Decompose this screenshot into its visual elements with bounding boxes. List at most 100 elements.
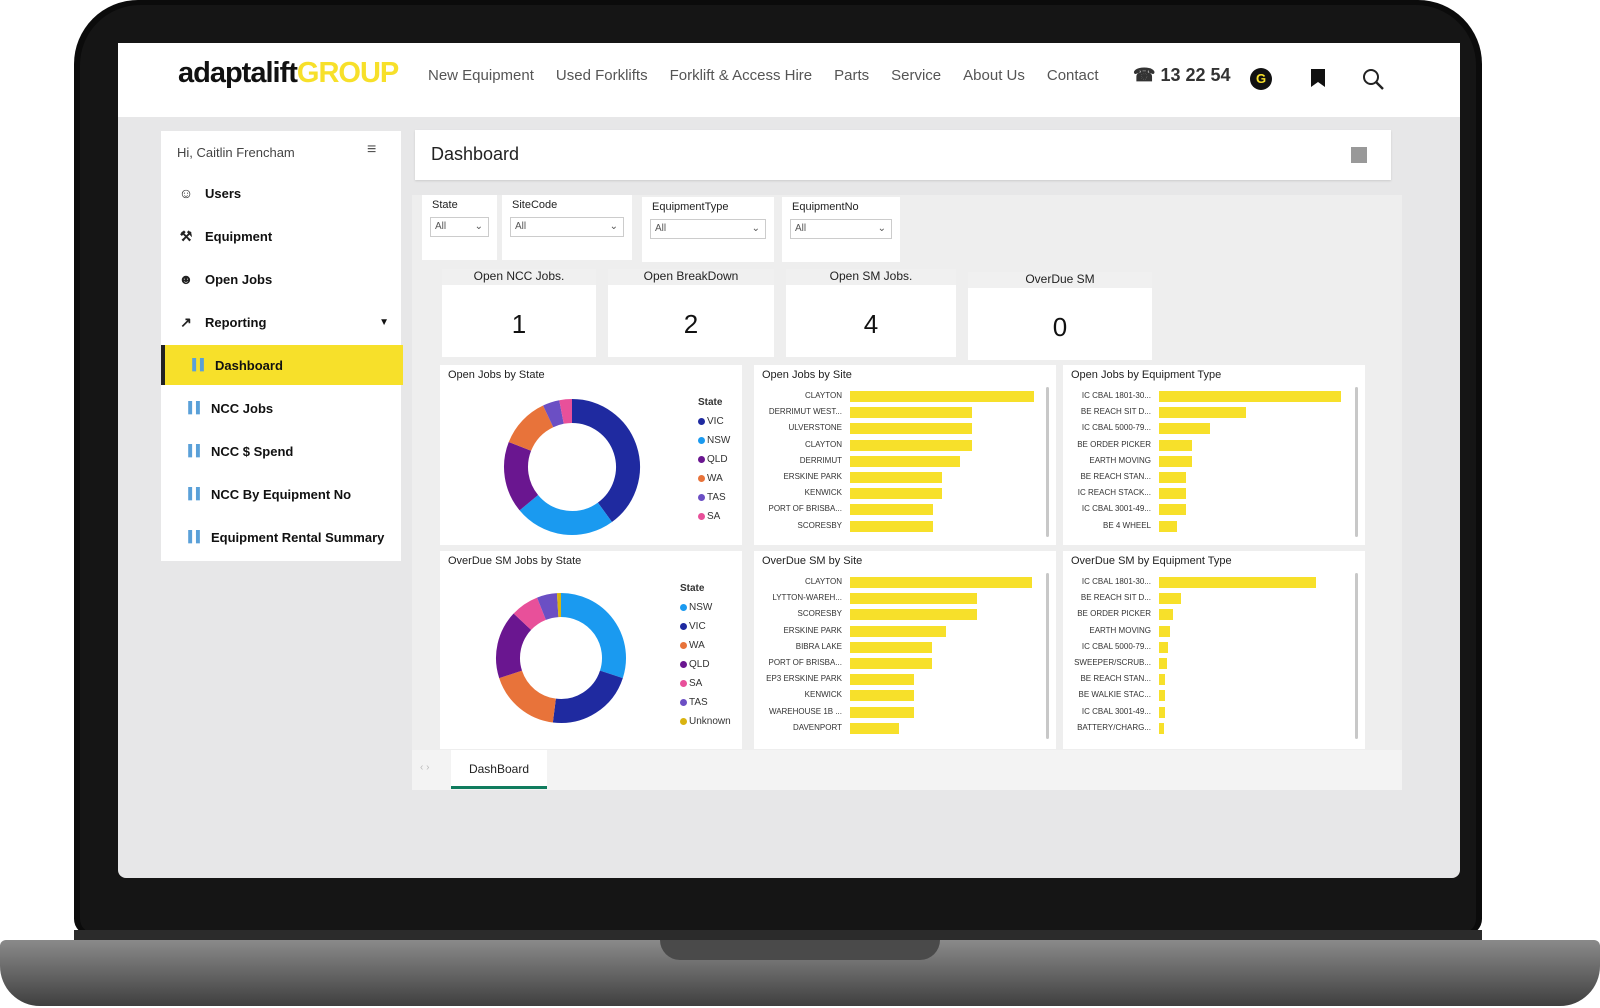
legend-item-qld[interactable]: QLD — [698, 450, 730, 469]
kpi-open-ncc-jobs[interactable]: Open NCC Jobs. 1 — [442, 269, 596, 357]
phone-link[interactable]: ☎ 13 22 54 — [1133, 65, 1231, 86]
brand-logo[interactable]: adaptaliftGROUP — [178, 57, 399, 90]
bar[interactable] — [850, 593, 978, 605]
bar[interactable] — [1159, 488, 1187, 500]
bar[interactable] — [850, 625, 947, 637]
bar[interactable] — [850, 488, 942, 500]
google-badge-icon[interactable]: G — [1250, 68, 1272, 90]
legend-item-sa[interactable]: SA — [698, 507, 730, 526]
chart-scrollbar[interactable] — [1355, 573, 1358, 739]
legend-item-wa[interactable]: WA — [698, 469, 730, 488]
bar-row[interactable]: IC CBAL 3001-49... — [1071, 502, 1351, 518]
bar-row[interactable]: DERRIMUT — [762, 454, 1042, 470]
bar-row[interactable]: IC CBAL 1801-30... — [1071, 575, 1351, 591]
bar[interactable] — [850, 658, 932, 669]
bar[interactable] — [1159, 407, 1247, 419]
chart-overdue-sm-by-site[interactable]: OverDue SM by Site CLAYTON LYTTON-WAREH..… — [754, 551, 1056, 749]
chart-overdue-sm-by-equipment-type[interactable]: OverDue SM by Equipment Type IC CBAL 180… — [1063, 551, 1365, 749]
bar[interactable] — [850, 391, 1034, 402]
donut-slice-tas[interactable] — [543, 400, 565, 428]
bar-row[interactable]: IC CBAL 5000-79... — [1071, 640, 1351, 656]
bar[interactable] — [1159, 625, 1170, 637]
bar-row[interactable]: BE 4 WHEEL — [1071, 519, 1351, 535]
sidebar-item-dashboard[interactable]: ▐▐ Dashboard — [161, 345, 403, 385]
sidebar-item-equipment-rental-summary[interactable]: ▐▐ Equipment Rental Summary — [161, 517, 399, 557]
donut-slice-tas[interactable] — [537, 593, 559, 621]
bar-row[interactable]: IC CBAL 1801-30... — [1071, 389, 1351, 405]
bar[interactable] — [1159, 520, 1178, 532]
bar[interactable] — [850, 407, 972, 419]
chart-open-jobs-by-site[interactable]: Open Jobs by Site CLAYTON DERRIMUT WEST..… — [754, 365, 1056, 545]
chart-overdue-sm-jobs-by-state[interactable]: OverDue SM Jobs by State State NSW VIC WA QL… — [440, 551, 742, 749]
bar[interactable] — [1159, 609, 1174, 621]
bar-row[interactable]: ULVERSTONE — [762, 421, 1042, 437]
sidebar-item-ncc-spend[interactable]: ▐▐ NCC $ Spend — [161, 431, 399, 471]
nav-about-us[interactable]: About Us — [963, 67, 1025, 84]
bar-row[interactable]: LYTTON-WAREH... — [762, 591, 1042, 607]
legend-item-nsw[interactable]: NSW — [680, 598, 731, 617]
bar[interactable] — [1159, 391, 1341, 402]
bar-row[interactable]: BE WALKIE STAC... — [1071, 688, 1351, 704]
legend-item-vic[interactable]: VIC — [680, 617, 731, 636]
kpi-overdue-sm[interactable]: OverDue SM 0 — [968, 272, 1152, 360]
legend-item-sa[interactable]: SA — [680, 674, 731, 693]
bar[interactable] — [850, 423, 972, 435]
tab-scroll-arrows-icon[interactable]: ‹ › — [420, 762, 430, 773]
bar-row[interactable]: ERSKINE PARK — [762, 470, 1042, 486]
nav-service[interactable]: Service — [891, 67, 942, 84]
chart-scrollbar[interactable] — [1046, 573, 1049, 739]
legend-item-qld[interactable]: QLD — [680, 655, 731, 674]
bar-row[interactable]: BIBRA LAKE — [762, 640, 1042, 656]
legend-item-tas[interactable]: TAS — [698, 488, 730, 507]
bar[interactable] — [850, 455, 961, 467]
bar[interactable] — [1159, 690, 1166, 702]
search-icon[interactable] — [1361, 67, 1385, 91]
sidebar-item-ncc-by-equipment-no[interactable]: ▐▐ NCC By Equipment No — [161, 474, 399, 514]
bar[interactable] — [850, 520, 933, 532]
legend-item-tas[interactable]: TAS — [680, 693, 731, 712]
bar[interactable] — [1159, 706, 1166, 718]
fullscreen-icon[interactable] — [1351, 147, 1367, 163]
bar-row[interactable]: EARTH MOVING — [1071, 454, 1351, 470]
bar-row[interactable]: BE REACH SIT D... — [1071, 591, 1351, 607]
equipmentno-dropdown[interactable]: All ⌄ — [790, 219, 892, 239]
bar[interactable] — [1159, 577, 1316, 588]
collapse-menu-icon[interactable]: ≡ — [367, 141, 377, 158]
chart-scrollbar[interactable] — [1355, 387, 1358, 537]
bar[interactable] — [1159, 504, 1187, 516]
equipmenttype-dropdown[interactable]: All ⌄ — [650, 219, 766, 239]
bar[interactable] — [850, 706, 914, 718]
nav-parts[interactable]: Parts — [834, 67, 870, 84]
kpi-open-sm-jobs[interactable]: Open SM Jobs. 4 — [786, 269, 956, 357]
bar-row[interactable]: DAVENPORT — [762, 721, 1042, 737]
state-dropdown[interactable]: All ⌄ — [430, 217, 489, 237]
bar[interactable] — [1159, 674, 1166, 686]
donut-slice-nsw[interactable] — [560, 593, 626, 679]
donut-slice-vic[interactable] — [571, 399, 640, 523]
bar-row[interactable]: IC CBAL 5000-79... — [1071, 421, 1351, 437]
bar-row[interactable]: BE REACH STAN... — [1071, 470, 1351, 486]
bar-row[interactable]: KENWICK — [762, 688, 1042, 704]
chart-scrollbar[interactable] — [1046, 387, 1049, 537]
bar-row[interactable]: IC REACH STACK... — [1071, 486, 1351, 502]
chart-open-jobs-by-equipment-type[interactable]: Open Jobs by Equipment Type IC CBAL 1801… — [1063, 365, 1365, 545]
bar-row[interactable]: CLAYTON — [762, 438, 1042, 454]
bar-row[interactable]: BE REACH STAN... — [1071, 672, 1351, 688]
bar[interactable] — [850, 609, 978, 621]
bar[interactable] — [1159, 658, 1167, 669]
bar[interactable] — [850, 690, 914, 702]
bar[interactable] — [1159, 472, 1187, 483]
donut-slice-vic[interactable] — [552, 670, 623, 723]
bar-row[interactable]: KENWICK — [762, 486, 1042, 502]
donut-slice-sa[interactable] — [559, 399, 573, 424]
donut-slice-wa[interactable] — [508, 405, 554, 452]
bar[interactable] — [850, 641, 932, 653]
bar[interactable] — [1159, 641, 1169, 653]
bar-row[interactable]: BATTERY/CHARG... — [1071, 721, 1351, 737]
bar[interactable] — [850, 722, 900, 734]
bar-row[interactable]: DERRIMUT WEST... — [762, 405, 1042, 421]
bar-row[interactable]: PORT OF BRISBA... — [762, 656, 1042, 672]
bar-row[interactable]: EP3 ERSKINE PARK — [762, 672, 1042, 688]
bar-row[interactable]: IC CBAL 3001-49... — [1071, 705, 1351, 721]
bar-row[interactable]: EARTH MOVING — [1071, 624, 1351, 640]
